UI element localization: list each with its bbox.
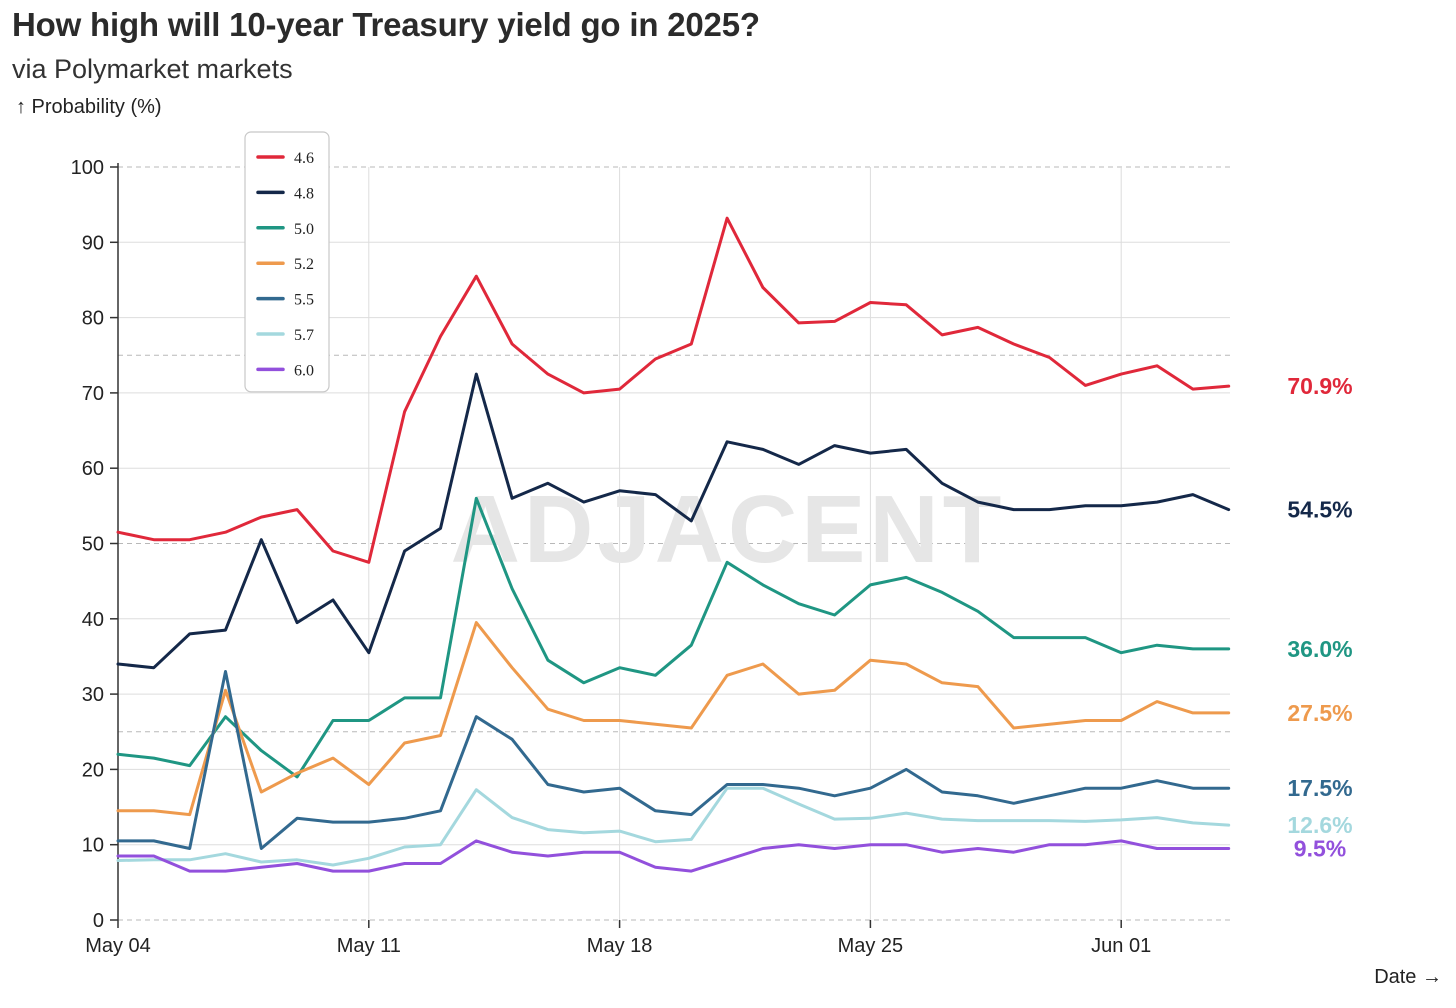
- x-tick-label: May 25: [838, 935, 904, 957]
- end-value-label-5-2: 27.5%: [1287, 700, 1352, 726]
- chart-subtitle: via Polymarket markets: [12, 54, 293, 84]
- legend-label-4-6[interactable]: 4.6: [294, 150, 314, 167]
- end-value-label-5-5: 17.5%: [1287, 775, 1352, 801]
- legend-label-5-2[interactable]: 5.2: [294, 256, 314, 273]
- y-tick-label: 10: [82, 835, 104, 857]
- legend-label-4-8[interactable]: 4.8: [294, 185, 314, 202]
- y-tick-label: 40: [82, 609, 104, 631]
- y-tick-label: 70: [82, 383, 104, 405]
- legend-label-5-0[interactable]: 5.0: [294, 221, 314, 238]
- x-tick-label: May 04: [85, 935, 151, 957]
- x-tick-label: May 18: [587, 935, 653, 957]
- legend-label-6-0[interactable]: 6.0: [294, 362, 314, 379]
- x-axis-label: Date →: [1374, 966, 1442, 988]
- series-line-4-6[interactable]: [116, 216, 1231, 564]
- series-lines: [116, 216, 1231, 873]
- x-tick-label: Jun 01: [1091, 935, 1151, 957]
- end-value-label-4-6: 70.9%: [1287, 373, 1352, 399]
- end-value-label-6-0: 9.5%: [1294, 835, 1346, 861]
- end-value-label-5-7: 12.6%: [1287, 812, 1352, 838]
- watermark-text: ADJACENT: [451, 476, 1006, 583]
- series-line-5-2[interactable]: [116, 621, 1231, 817]
- y-tick-label: 60: [82, 458, 104, 480]
- y-tick-label: 80: [82, 308, 104, 330]
- legend[interactable]: 4.6 4.8 5.0 5.2 5.5 5.7 6.0: [244, 131, 330, 393]
- legend-box: [244, 131, 330, 393]
- y-tick-label: 0: [93, 910, 104, 932]
- end-value-label-5-0: 36.0%: [1287, 636, 1352, 662]
- series-line-4-8[interactable]: [116, 372, 1231, 670]
- series-line-5-5[interactable]: [116, 670, 1231, 850]
- legend-label-5-7[interactable]: 5.7: [294, 327, 314, 344]
- y-tick-label: 20: [82, 759, 104, 781]
- series-line-5-7[interactable]: [116, 786, 1231, 867]
- y-tick-label: 30: [82, 684, 104, 706]
- y-axis-label: ↑ Probability (%): [16, 96, 162, 118]
- axes: 0 10 20 30 40 50 60 70 80 90 100 May 04 May 11 May 18…: [71, 157, 1152, 957]
- series-line-5-0[interactable]: [116, 496, 1231, 779]
- legend-label-5-5[interactable]: 5.5: [294, 292, 314, 309]
- series-line-6-0[interactable]: [116, 839, 1231, 873]
- end-value-label-4-8: 54.5%: [1287, 497, 1352, 523]
- chart-title: How high will 10-year Treasury yield go …: [12, 6, 760, 43]
- y-tick-label: 90: [82, 232, 104, 254]
- y-tick-label: 50: [82, 534, 104, 556]
- y-tick-label: 100: [71, 157, 104, 179]
- x-tick-label: May 11: [337, 935, 401, 957]
- end-labels: 70.9% 54.5% 36.0% 27.5% 17.5% 12.6%9.5%: [1287, 373, 1352, 861]
